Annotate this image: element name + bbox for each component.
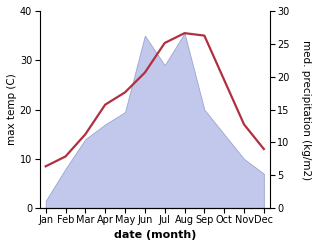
Y-axis label: max temp (C): max temp (C)	[7, 74, 17, 145]
X-axis label: date (month): date (month)	[114, 230, 196, 240]
Y-axis label: med. precipitation (kg/m2): med. precipitation (kg/m2)	[301, 40, 311, 180]
